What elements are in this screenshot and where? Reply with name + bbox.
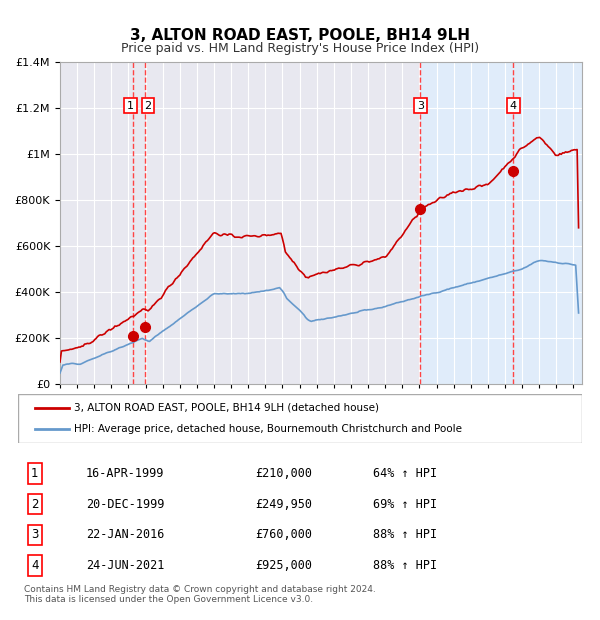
Text: HPI: Average price, detached house, Bournemouth Christchurch and Poole: HPI: Average price, detached house, Bour… [74,425,463,435]
Bar [421,62,582,384]
Text: £760,000: £760,000 [255,528,312,541]
Text: 88% ↑ HPI: 88% ↑ HPI [373,528,437,541]
Text: £249,950: £249,950 [255,498,312,511]
Text: 88% ↑ HPI: 88% ↑ HPI [373,559,437,572]
Text: £925,000: £925,000 [255,559,312,572]
Text: 4: 4 [509,100,517,110]
Text: 1: 1 [127,100,134,110]
Text: Contains HM Land Registry data © Crown copyright and database right 2024.
This d: Contains HM Land Registry data © Crown c… [24,585,376,604]
Text: 3, ALTON ROAD EAST, POOLE, BH14 9LH (detached house): 3, ALTON ROAD EAST, POOLE, BH14 9LH (det… [74,402,379,412]
Text: 4: 4 [31,559,38,572]
Text: 64% ↑ HPI: 64% ↑ HPI [373,467,437,480]
Text: 22-JAN-2016: 22-JAN-2016 [86,528,164,541]
FancyBboxPatch shape [18,394,582,443]
Text: 2: 2 [31,498,38,511]
Text: 3, ALTON ROAD EAST, POOLE, BH14 9LH: 3, ALTON ROAD EAST, POOLE, BH14 9LH [130,28,470,43]
Text: 2: 2 [145,100,152,110]
Text: 3: 3 [31,528,38,541]
Text: 3: 3 [417,100,424,110]
Text: Price paid vs. HM Land Registry's House Price Index (HPI): Price paid vs. HM Land Registry's House … [121,42,479,55]
Text: 69% ↑ HPI: 69% ↑ HPI [373,498,437,511]
Text: 20-DEC-1999: 20-DEC-1999 [86,498,164,511]
Text: £210,000: £210,000 [255,467,312,480]
Text: 16-APR-1999: 16-APR-1999 [86,467,164,480]
Text: 24-JUN-2021: 24-JUN-2021 [86,559,164,572]
Text: 1: 1 [31,467,38,480]
